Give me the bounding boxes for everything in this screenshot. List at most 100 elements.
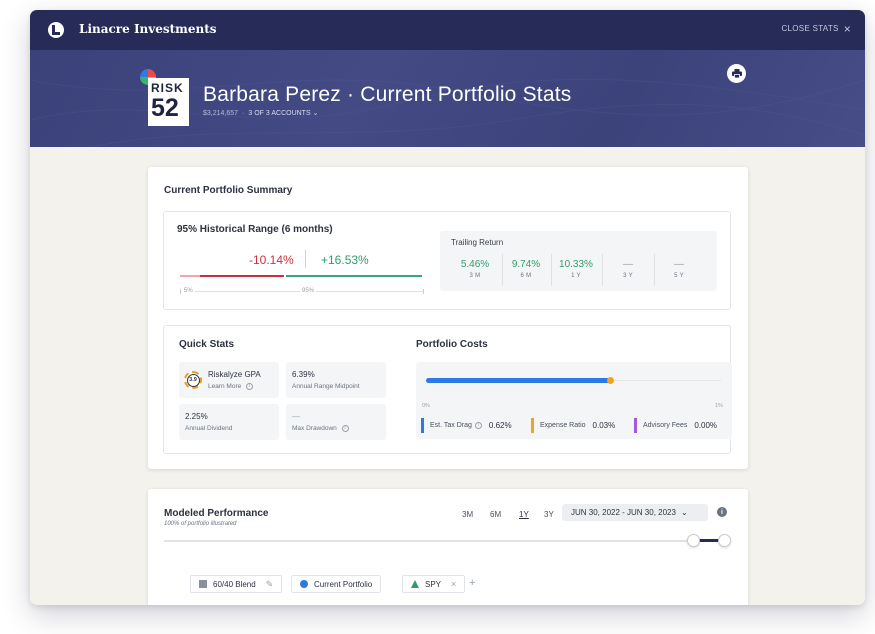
range-low-tail	[180, 275, 200, 277]
gpa-stat: 3.9 Riskalyze GPA Learn More i	[179, 362, 279, 398]
info-icon[interactable]: i	[474, 421, 482, 429]
chip-spy[interactable]: SPY ×	[402, 575, 466, 593]
chevron-down-icon: ⌄	[312, 110, 319, 117]
brand-name: Linacre Investments	[79, 22, 217, 36]
legend-swatch	[634, 417, 637, 433]
date-range-dropdown[interactable]: JUN 30, 2022 - JUN 30, 2023 ⌄	[562, 504, 708, 521]
close-stats-button[interactable]: CLOSE STATS ×	[781, 21, 851, 36]
legend-label: Expense Ratio	[540, 421, 586, 429]
legend-value: 0.00%	[694, 420, 718, 430]
trailing-value: 9.74%	[511, 259, 541, 270]
range-low-bar	[200, 275, 284, 277]
legend-tax-drag: Est. Tax Drag i 0.62%	[421, 417, 512, 433]
portfolio-value: $3,214,657	[203, 109, 239, 117]
trailing-value: 5.46%	[460, 259, 490, 270]
gpa-label: Riskalyze GPA	[208, 370, 261, 379]
range-high-value: +16.53%	[321, 253, 369, 267]
trailing-period: 3 Y	[623, 273, 633, 279]
dividend-label: Annual Dividend	[185, 425, 233, 432]
portfolio-summary-card: Current Portfolio Summary 95% Historical…	[148, 167, 748, 469]
period-3m[interactable]: 3M	[462, 510, 474, 519]
trailing-value: 10.33%	[559, 259, 593, 270]
info-icon: i	[246, 383, 254, 390]
close-stats-label: CLOSE STATS	[781, 24, 839, 33]
accounts-selector[interactable]: 3 OF 3 ACCOUNTS ⌄	[248, 109, 318, 117]
info-icon[interactable]: i	[717, 507, 727, 517]
legend-swatch	[531, 417, 534, 433]
trailing-value: —	[623, 259, 633, 270]
triangle-swatch-icon	[411, 580, 419, 588]
printer-icon	[731, 69, 742, 78]
midpoint-value: 6.39%	[292, 370, 315, 379]
info-icon[interactable]: i	[341, 425, 349, 432]
quick-stats-title: Quick Stats	[179, 339, 235, 350]
hero-banner: RISK 52 Barbara Perez · Current Portfoli…	[30, 50, 865, 147]
trailing-period: 1 Y	[571, 273, 581, 279]
historical-range-panel: 95% Historical Range (6 months) -10.14% …	[163, 211, 731, 310]
legend-value: 0.62%	[488, 420, 512, 430]
period-3y[interactable]: 3Y	[544, 510, 554, 519]
range-high-bar	[286, 275, 422, 277]
date-range-label: JUN 30, 2022 - JUN 30, 2023	[571, 508, 676, 517]
summary-title: Current Portfolio Summary	[164, 185, 293, 196]
circle-swatch-icon	[300, 580, 308, 588]
drawdown-stat: — Max Drawdown i	[286, 404, 386, 440]
modeled-performance-card: Modeled Performance 100% of portfolio il…	[148, 489, 748, 605]
app-window: Linacre Investments CLOSE STATS × RISK 5…	[30, 10, 865, 605]
legend-label: Advisory Fees	[643, 421, 688, 429]
brand-logo-icon[interactable]	[48, 22, 64, 38]
page-title: Barbara Perez · Current Portfolio Stats	[203, 83, 572, 106]
portfolio-costs-panel: 0% 1% Est. Tax Drag i 0.62% Expense Rati…	[416, 362, 732, 439]
chip-60-40-blend[interactable]: 60/40 Blend ✎	[190, 575, 283, 593]
date-range-slider[interactable]	[164, 540, 724, 542]
chevron-down-icon: ⌄	[680, 508, 688, 517]
close-icon[interactable]: ×	[451, 579, 457, 589]
trailing-return-title: Trailing Return	[451, 238, 504, 247]
risk-number-badge[interactable]: RISK 52	[148, 78, 189, 126]
drawdown-label: Max Drawdown	[292, 425, 337, 433]
trailing-divider	[654, 254, 655, 286]
legend-swatch	[421, 417, 424, 433]
scale-tick	[180, 289, 181, 294]
pencil-icon[interactable]: ✎	[265, 578, 274, 589]
trailing-1y: 10.33% 1 Y	[554, 259, 598, 279]
scale-mid-label: 95%	[300, 288, 317, 294]
chip-current-portfolio[interactable]: Current Portfolio	[291, 575, 382, 593]
chip-label: SPY	[425, 579, 442, 589]
dividend-value: 2.25%	[185, 412, 208, 421]
trailing-value: —	[674, 259, 684, 270]
chip-label: 60/40 Blend	[213, 579, 256, 589]
risk-score: 52	[151, 94, 179, 122]
print-button[interactable]	[727, 64, 746, 83]
learn-more-link[interactable]: Learn More i	[208, 383, 254, 390]
accounts-label: 3 OF 3 ACCOUNTS	[248, 110, 311, 117]
period-6m[interactable]: 6M	[490, 510, 502, 519]
cost-axis-max: 1%	[715, 403, 723, 409]
midpoint-label: Annual Range Midpoint	[292, 383, 360, 390]
chip-label: Current Portfolio	[314, 579, 373, 589]
midpoint-stat: 6.39% Annual Range Midpoint	[286, 362, 386, 398]
add-comparison-button[interactable]: +	[469, 577, 476, 589]
close-icon: ×	[843, 21, 851, 36]
slider-start-handle[interactable]	[687, 534, 700, 547]
trailing-3y: — 3 Y	[606, 259, 650, 279]
dividend-stat: 2.25% Annual Dividend	[179, 404, 279, 440]
cost-axis-min: 0%	[422, 403, 430, 409]
top-bar: Linacre Investments CLOSE STATS ×	[30, 10, 865, 50]
drawdown-value: —	[292, 412, 300, 421]
trailing-3m: 5.46% 3 M	[453, 259, 497, 279]
legend-expense-ratio: Expense Ratio 0.03%	[531, 417, 615, 433]
trailing-period: 3 M	[469, 273, 481, 279]
legend-advisory-fees: Advisory Fees 0.00%	[634, 417, 717, 433]
trailing-divider	[551, 254, 552, 286]
trailing-5y: — 5 Y	[657, 259, 701, 279]
drawdown-label-row: Max Drawdown i	[292, 425, 349, 432]
gpa-badge-icon: 3.9	[184, 371, 202, 389]
period-1y[interactable]: 1Y	[519, 510, 529, 519]
risk-label: RISK	[151, 81, 184, 95]
portfolio-costs-title: Portfolio Costs	[416, 339, 488, 350]
square-swatch-icon	[199, 580, 207, 588]
historical-range-title: 95% Historical Range (6 months)	[177, 224, 333, 235]
trailing-period: 6 M	[520, 273, 532, 279]
slider-end-handle[interactable]	[718, 534, 731, 547]
